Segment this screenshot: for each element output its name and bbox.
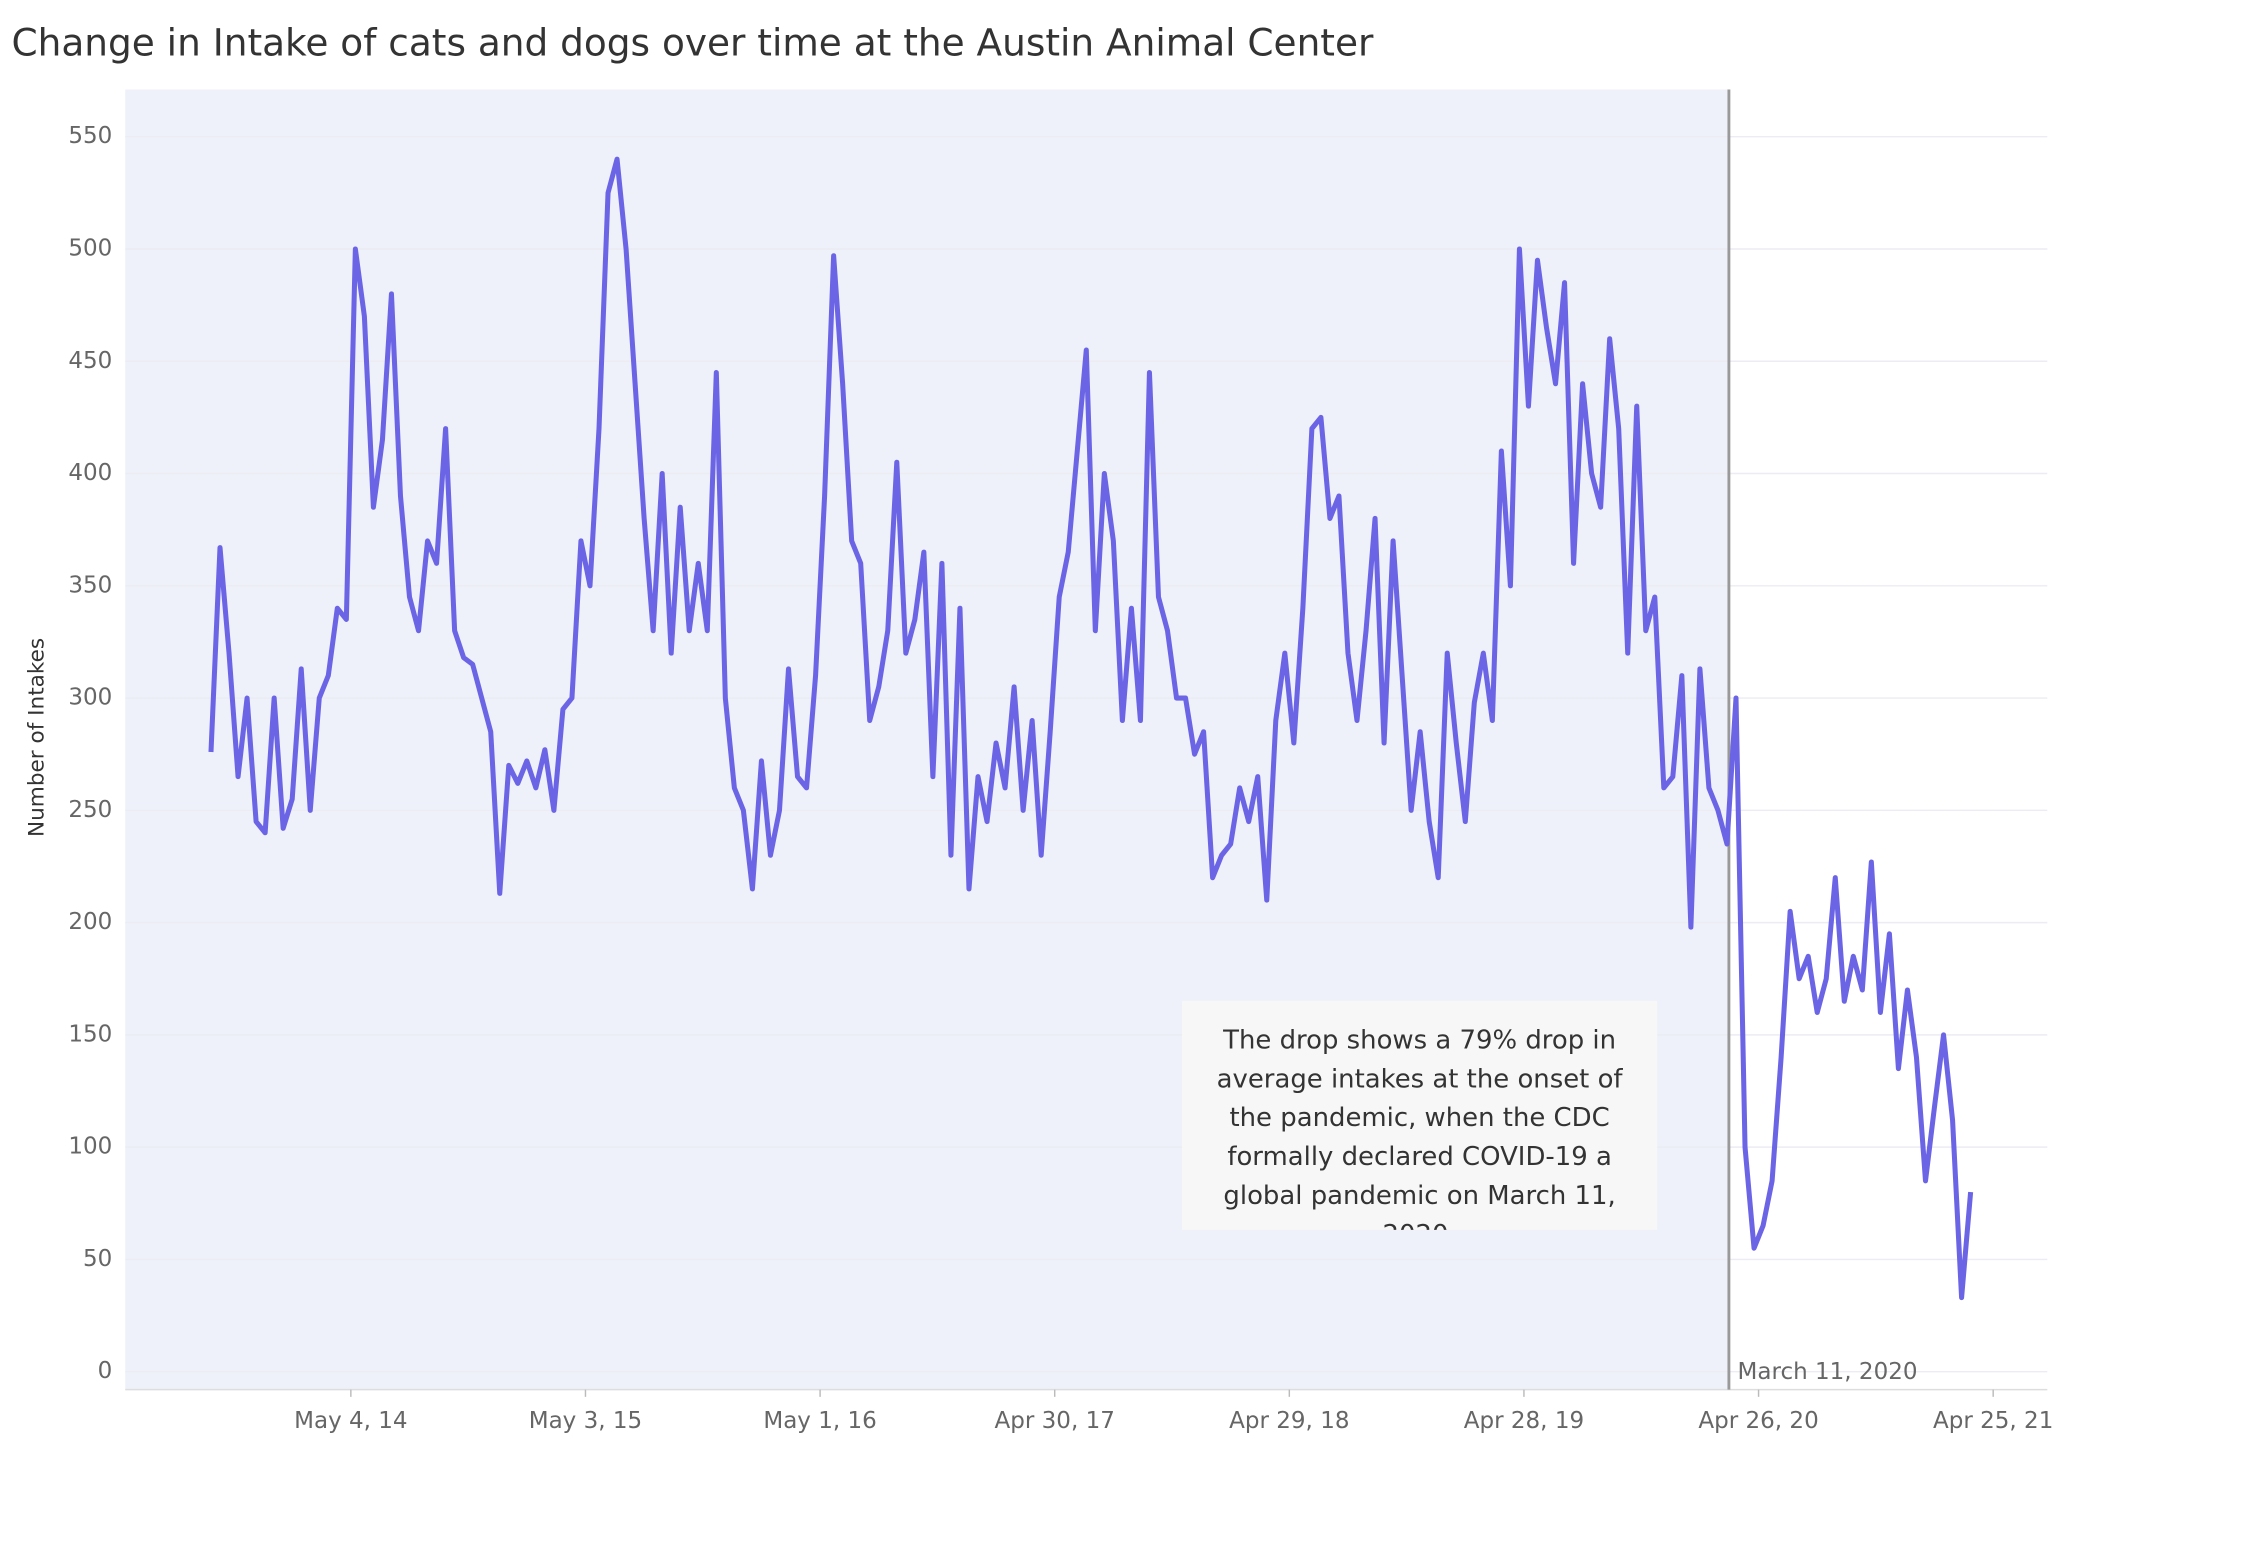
annotation-text: The drop shows a 79% drop in average int…: [1216, 1025, 1623, 1229]
x-tick-label: Apr 30, 17: [995, 1408, 1115, 1434]
x-tick-label: May 1, 16: [763, 1408, 876, 1434]
x-tick-label: May 3, 15: [529, 1408, 642, 1434]
x-tick-label: May 4, 14: [294, 1408, 407, 1434]
data-line: [208, 156, 1974, 1301]
x-tick-label: Apr 26, 20: [1698, 1408, 1818, 1434]
reference-label: March 11, 2020: [1738, 1359, 1918, 1385]
y-tick-label: 350: [68, 572, 112, 598]
y-tick-label: 250: [68, 797, 112, 823]
x-tick-label: Apr 25, 21: [1933, 1408, 2053, 1434]
y-tick-label: 50: [83, 1246, 112, 1272]
annotation: The drop shows a 79% drop in average int…: [1216, 1025, 1623, 1229]
y-tick-label: 550: [68, 123, 112, 149]
y-tick-label: 200: [68, 909, 112, 935]
x-tick-label: Apr 28, 19: [1464, 1408, 1584, 1434]
y-tick-label: 0: [98, 1358, 113, 1384]
chart-title: Change in Intake of cats and dogs over t…: [12, 20, 1374, 64]
y-axis-label: Number of Intakes: [24, 638, 49, 837]
y-tick-label: 150: [68, 1021, 112, 1047]
y-tick-label: 400: [68, 460, 112, 486]
y-tick-label: 100: [68, 1134, 112, 1160]
y-tick-label: 500: [68, 235, 112, 261]
annotation-box: [1182, 1000, 1658, 1230]
y-tick-label: 300: [68, 685, 112, 711]
y-tick-label: 450: [68, 348, 112, 374]
x-tick-label: Apr 29, 18: [1229, 1408, 1349, 1434]
